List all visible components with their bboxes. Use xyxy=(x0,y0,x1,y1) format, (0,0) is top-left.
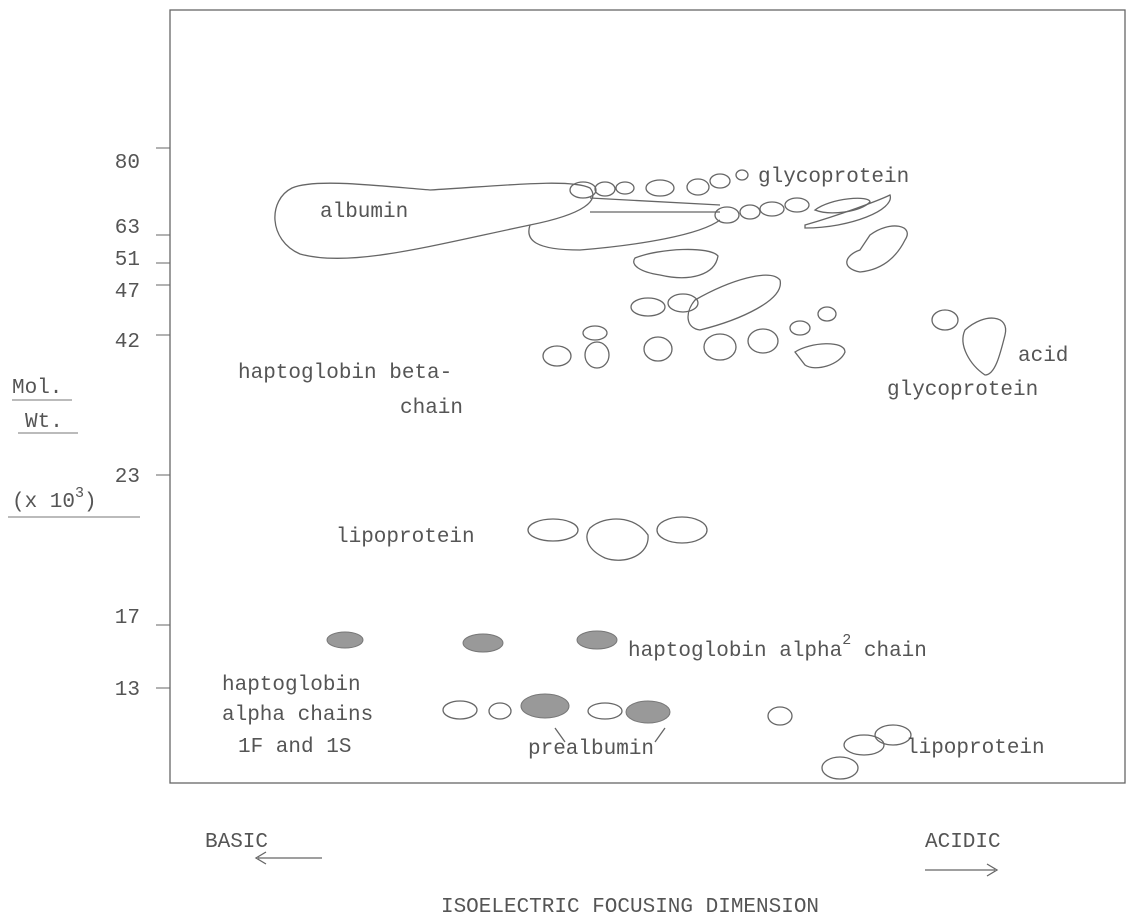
spot-label: glycoprotein xyxy=(887,379,1038,402)
spot xyxy=(588,703,622,719)
spot xyxy=(595,182,615,196)
y-label: Mol. xyxy=(12,377,62,400)
spot xyxy=(687,179,709,195)
spot xyxy=(748,329,778,353)
spot xyxy=(760,202,784,216)
shaded-spot xyxy=(463,634,503,652)
spot xyxy=(715,207,739,223)
label-part: chain xyxy=(851,640,927,663)
y-tick-label: 17 xyxy=(115,607,140,630)
y-tick-label: 13 xyxy=(115,679,140,702)
spot-label: acid xyxy=(1018,345,1068,368)
spot-label: haptoglobin alpha2 chain xyxy=(628,632,927,663)
spot xyxy=(583,326,607,340)
spot xyxy=(657,517,707,543)
band xyxy=(590,198,720,212)
spot xyxy=(822,757,858,779)
spot xyxy=(932,310,958,330)
spot-label: lipoprotein xyxy=(906,737,1045,760)
spot xyxy=(634,249,718,277)
spot xyxy=(815,198,870,213)
spot xyxy=(489,703,511,719)
y-tick-label: 42 xyxy=(115,331,140,354)
x-direction-label: ACIDIC xyxy=(925,831,1001,854)
spot-label: albumin xyxy=(320,201,408,224)
y-tick-label: 63 xyxy=(115,217,140,240)
spot xyxy=(768,707,792,725)
y-label-part: (x 10 xyxy=(12,491,75,514)
spot-label: haptoglobin beta- xyxy=(238,362,452,385)
shaded-spot xyxy=(626,701,670,723)
y-label-part: ) xyxy=(84,491,97,514)
spot-label: alpha chains xyxy=(222,704,373,727)
spot-label: lipoprotein xyxy=(336,526,475,549)
spot xyxy=(543,346,571,366)
spot xyxy=(710,174,730,188)
spot xyxy=(740,205,760,219)
spot xyxy=(795,344,845,368)
spot xyxy=(818,307,836,321)
arrow-right xyxy=(925,864,997,876)
y-label: Wt. xyxy=(25,411,63,434)
spot xyxy=(790,321,810,335)
superscript: 3 xyxy=(75,485,84,502)
spot xyxy=(646,180,674,196)
y-ticks: 80 63 51 47 42 23 17 13 xyxy=(115,148,170,702)
spot xyxy=(736,170,748,180)
spot-label: prealbumin xyxy=(528,738,654,761)
spot-label: glycoprotein xyxy=(758,166,909,189)
spot xyxy=(963,318,1006,375)
spot xyxy=(585,342,609,368)
spot xyxy=(616,182,634,194)
spot xyxy=(644,337,672,361)
shaded-spot xyxy=(327,632,363,648)
spot-label: haptoglobin xyxy=(222,674,361,697)
spot xyxy=(844,735,884,755)
band xyxy=(529,220,720,250)
superscript: 2 xyxy=(842,632,851,649)
y-tick-label: 80 xyxy=(115,152,140,175)
shaded-spot xyxy=(577,631,617,649)
y-tick-label: 23 xyxy=(115,466,140,489)
spot xyxy=(785,198,809,212)
spot-label: chain xyxy=(400,397,463,420)
y-label: (x 103) xyxy=(12,485,97,514)
y-tick-label: 51 xyxy=(115,249,140,272)
label-part: haptoglobin alpha xyxy=(628,640,842,663)
spot xyxy=(587,519,648,560)
spot xyxy=(631,298,665,316)
spot xyxy=(847,226,907,272)
spot xyxy=(688,275,780,330)
spot xyxy=(704,334,736,360)
spot xyxy=(443,701,477,719)
x-direction-label: BASIC xyxy=(205,831,268,854)
spot-label: 1F and 1S xyxy=(238,736,351,759)
diagram: 80 63 51 47 42 23 17 13 Mol. Wt. (x 103) xyxy=(0,0,1129,922)
spot xyxy=(528,519,578,541)
shaded-spot xyxy=(521,694,569,718)
x-axis-title: ISOELECTRIC FOCUSING DIMENSION xyxy=(441,896,819,919)
y-tick-label: 47 xyxy=(115,281,140,304)
spots xyxy=(275,170,1006,779)
